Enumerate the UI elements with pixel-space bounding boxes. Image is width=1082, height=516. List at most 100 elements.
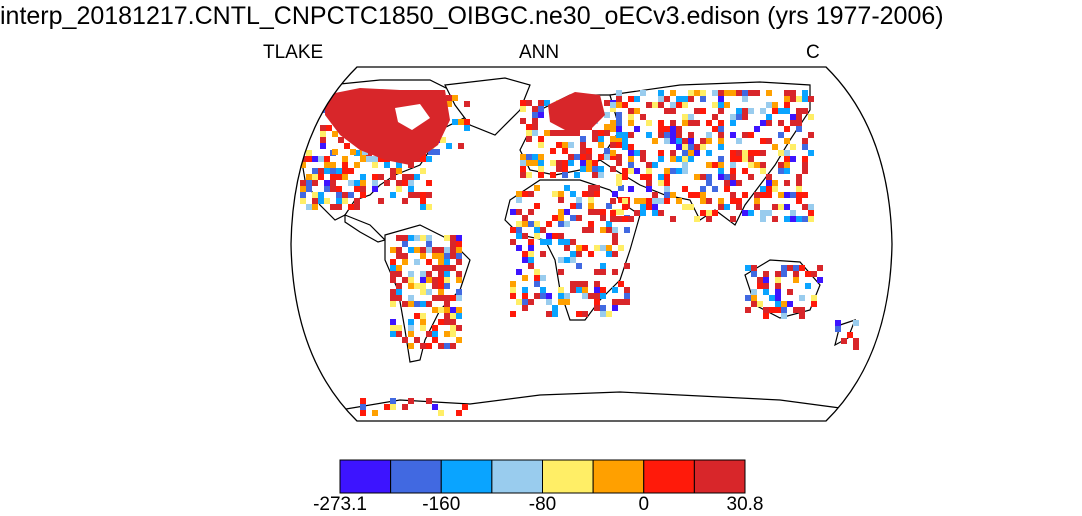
lake-cell <box>564 293 570 299</box>
lake-cell <box>790 192 796 198</box>
lake-cell <box>558 233 564 239</box>
lake-cell <box>612 269 618 275</box>
lake-cell <box>526 130 532 136</box>
lake-cell <box>658 132 664 138</box>
lake-cell <box>670 156 676 162</box>
lake-cell <box>604 130 610 136</box>
lake-cell <box>805 271 811 277</box>
lake-cell <box>516 209 522 215</box>
lake-cell <box>438 277 444 283</box>
lake-cell <box>796 174 802 180</box>
lake-cell <box>402 301 408 307</box>
lake-cell <box>564 221 570 227</box>
lake-cell <box>742 108 748 114</box>
lake-cell <box>718 174 724 180</box>
lake-cell <box>769 295 775 301</box>
lake-cell <box>438 265 444 271</box>
lake-cell <box>742 192 748 198</box>
lake-cell <box>616 154 622 160</box>
lake-cell <box>610 126 616 132</box>
lake-cell <box>670 90 676 96</box>
lake-cell <box>336 192 342 198</box>
lake-cell <box>658 96 664 102</box>
lake-cell <box>736 114 742 120</box>
lake-cell <box>799 295 805 301</box>
lake-cell <box>360 410 366 416</box>
lake-cell <box>570 203 576 209</box>
lake-cell <box>446 95 452 101</box>
lake-cell <box>775 271 781 277</box>
lake-cell <box>772 204 778 210</box>
lake-cell <box>338 137 344 143</box>
lake-cell <box>730 174 736 180</box>
lake-cell <box>670 132 676 138</box>
lake-cell <box>396 325 402 331</box>
lake-cell <box>775 283 781 289</box>
lake-cell <box>324 198 330 204</box>
lake-cell <box>528 299 534 305</box>
lake-cell <box>588 203 594 209</box>
lake-cell <box>354 162 360 168</box>
lake-cell <box>528 209 534 215</box>
lake-cell <box>706 216 712 222</box>
lake-cell <box>763 271 769 277</box>
lake-cell <box>835 326 841 332</box>
lake-cell <box>446 143 452 149</box>
lake-cell <box>444 235 450 241</box>
lake-cell <box>522 215 528 221</box>
lake-cell <box>706 174 712 180</box>
lake-cell <box>582 227 588 233</box>
lake-cell <box>570 191 576 197</box>
lake-cell <box>763 283 769 289</box>
lake-cell <box>372 174 378 180</box>
lake-cell <box>658 198 664 204</box>
season-label: ANN <box>519 42 560 63</box>
lake-cell <box>516 269 522 275</box>
lake-cell <box>520 172 526 178</box>
lake-cell <box>606 203 612 209</box>
lake-cell <box>550 148 556 154</box>
lake-cell <box>444 295 450 301</box>
lake-cell <box>751 265 757 271</box>
lake-cell <box>390 259 396 265</box>
lake-cell <box>342 174 348 180</box>
lake-cell <box>456 235 462 241</box>
lake-cell <box>646 198 652 204</box>
lake-cell <box>640 114 646 120</box>
lake-cell <box>408 271 414 277</box>
lake-cell <box>570 287 576 293</box>
lake-cell <box>390 247 396 253</box>
lake-cell <box>444 331 450 337</box>
lake-cell <box>520 160 526 166</box>
lake-cell <box>808 150 814 156</box>
lake-cell <box>324 156 330 162</box>
lake-cell <box>444 343 450 349</box>
lake-cell <box>670 126 676 132</box>
lake-cell <box>676 138 682 144</box>
lake-cell <box>540 227 546 233</box>
lake-cell <box>718 144 724 150</box>
lake-cell <box>526 124 532 130</box>
lake-cell <box>408 398 414 404</box>
lake-cell <box>718 204 724 210</box>
lake-cell <box>576 281 582 287</box>
lake-cell <box>616 120 622 126</box>
lake-cell <box>324 162 330 168</box>
lake-cell <box>676 126 682 132</box>
lake-cell <box>450 331 456 337</box>
lake-cell <box>588 251 594 257</box>
lake-cell <box>640 210 646 216</box>
lake-cell <box>787 265 793 271</box>
lake-cell <box>318 156 324 162</box>
lake-cell <box>688 144 694 150</box>
lake-cell <box>700 210 706 216</box>
lake-cell <box>348 204 354 210</box>
lake-cell <box>540 287 546 293</box>
lake-cell <box>796 114 802 120</box>
lake-cell <box>330 180 336 186</box>
lake-cell <box>718 90 724 96</box>
lake-cell <box>320 137 326 143</box>
lake-cell <box>354 204 360 210</box>
lake-cell <box>682 156 688 162</box>
lake-cell <box>610 106 616 112</box>
